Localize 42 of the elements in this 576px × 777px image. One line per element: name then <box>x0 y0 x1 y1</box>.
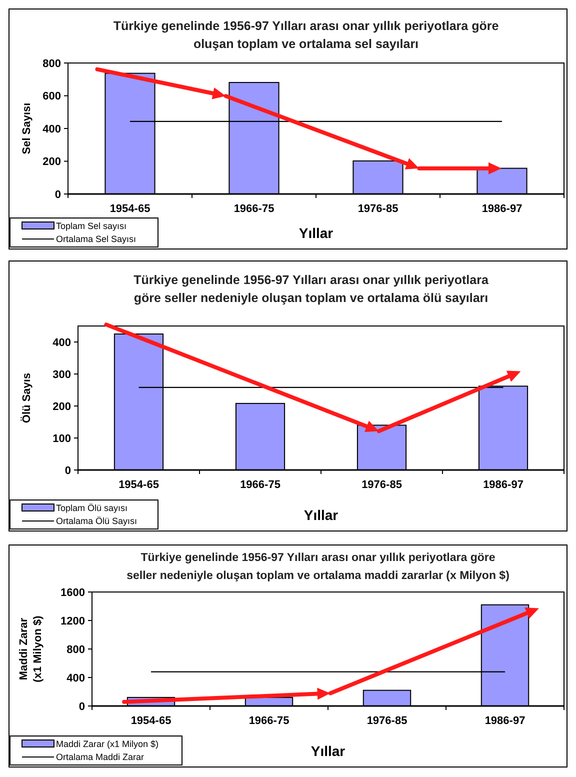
legend-label: Toplam Sel sayısı <box>56 221 127 232</box>
x-axis-title: Yıllar <box>310 743 346 759</box>
y-tick-label: 800 <box>42 58 61 70</box>
y-tick-label: 0 <box>78 700 85 713</box>
y-tick-label: 600 <box>42 90 61 103</box>
y-tick-label: 0 <box>54 188 61 201</box>
legend-label: Ortalama Maddi Zarar <box>56 752 144 762</box>
y-tick-label: 100 <box>52 432 71 445</box>
y-axis-title: Sel Sayısı <box>21 102 33 154</box>
y-axis-title: Ölü Sayıs <box>20 372 33 424</box>
chart-title: Türkiye genelinde 1956-97 Yılları arası onar yıllık periyotlara göre seller nedeniyle oluşan toplam ve ortalama ölü sayıları <box>134 273 490 305</box>
y-tick-label: 1600 <box>60 586 85 599</box>
y-tick-label: 1200 <box>60 615 85 628</box>
y-tick-label: 0 <box>64 464 71 477</box>
y-tick-label: 300 <box>52 368 71 381</box>
y-tick-label: 400 <box>52 336 71 349</box>
x-tick-label: 1954-65 <box>110 203 150 215</box>
x-axis-title: Yıllar <box>304 507 339 523</box>
x-tick-label: 1954-65 <box>118 479 159 491</box>
y-tick-label: 200 <box>52 400 71 413</box>
legend-label: Maddi Zarar (x1 Milyon $) <box>56 739 159 750</box>
y-tick-label: 400 <box>66 672 85 684</box>
x-tick-label: 1986-97 <box>482 203 522 215</box>
x-tick-label: 1976-85 <box>362 479 402 491</box>
x-tick-label: 1986-97 <box>483 479 524 491</box>
x-tick-label: 1954-65 <box>130 715 172 727</box>
x-tick-label: 1966-75 <box>240 479 280 491</box>
legend-label: Ortalama Ölü Sayısı <box>56 516 138 526</box>
chart-title: Türkiye genelinde 1956-97 Yılları arası onar yıllık periyotlara göre seller nedeniyle oluşan toplam ve ortalama maddi zararlar (x Milyon $) <box>126 552 510 582</box>
x-tick-label: 1976-85 <box>366 715 408 727</box>
x-tick-label: 1966-75 <box>248 715 290 727</box>
x-tick-label: 1986-97 <box>484 715 526 727</box>
x-tick-label: 1966-75 <box>234 203 274 215</box>
x-axis-title: Yıllar <box>298 225 334 241</box>
y-tick-label: 800 <box>66 644 85 656</box>
y-axis-title: Maddi Zarar (x1 Milyon $) <box>18 615 44 682</box>
y-tick-label: 400 <box>42 123 61 136</box>
y-tick-label: 200 <box>42 156 61 168</box>
chart-title: Türkiye genelinde 1956-97 Yılları arası onar yıllık periyotlara göre oluşan toplam ve ortalama sel sayıları <box>113 19 499 51</box>
legend-label: Toplam Ölü sayısı <box>56 503 128 514</box>
legend-label: Ortalama Sel Sayısı <box>56 234 136 244</box>
x-tick-label: 1976-85 <box>358 203 398 215</box>
